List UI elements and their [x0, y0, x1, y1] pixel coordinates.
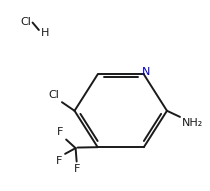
Text: F: F: [74, 164, 80, 174]
Text: Cl: Cl: [20, 17, 31, 27]
Text: Cl: Cl: [48, 90, 59, 100]
Text: F: F: [57, 127, 63, 137]
Text: F: F: [56, 156, 62, 166]
Text: N: N: [142, 67, 151, 78]
Text: H: H: [41, 28, 49, 38]
Text: NH₂: NH₂: [182, 118, 203, 128]
